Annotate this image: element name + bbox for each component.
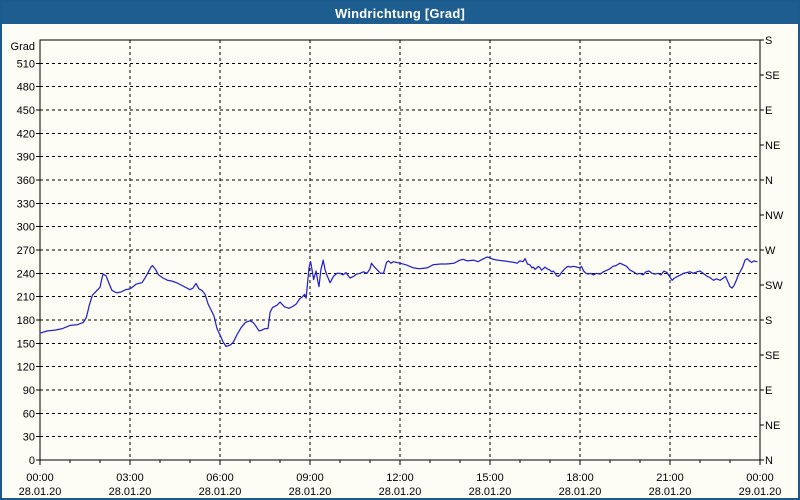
compass-axis-tick-label: SW bbox=[765, 280, 783, 292]
y-axis-tick-label: 420 bbox=[17, 128, 35, 140]
wind-direction-line bbox=[39, 256, 758, 348]
x-axis-date-label: 28.01.20 bbox=[379, 486, 422, 498]
x-axis-date-label: 29.01.20 bbox=[739, 486, 782, 498]
y-axis-tick-label: 210 bbox=[17, 292, 35, 304]
compass-axis-tick-label: NW bbox=[765, 210, 784, 222]
x-axis-date-label: 28.01.20 bbox=[289, 486, 332, 498]
x-axis-time-label: 06:00 bbox=[206, 472, 234, 484]
x-axis-date-label: 28.01.20 bbox=[199, 486, 242, 498]
x-axis-time-label: 12:00 bbox=[386, 472, 414, 484]
compass-axis-tick-label: NE bbox=[765, 420, 780, 432]
y-axis-tick-label: 240 bbox=[17, 268, 35, 280]
y-axis-tick-label: 360 bbox=[17, 175, 35, 187]
x-axis-time-label: 03:00 bbox=[116, 472, 144, 484]
y-axis-tick-label: 390 bbox=[17, 152, 35, 164]
y-axis-tick-label: 480 bbox=[17, 82, 35, 94]
y-axis-tick-label: 60 bbox=[23, 408, 35, 420]
y-axis-tick-label: 30 bbox=[23, 432, 35, 444]
x-axis-date-label: 28.01.20 bbox=[649, 486, 692, 498]
y-axis-title: Grad bbox=[11, 41, 35, 53]
x-axis-time-label: 15:00 bbox=[476, 472, 504, 484]
x-axis-date-label: 28.01.20 bbox=[19, 486, 62, 498]
window-titlebar[interactable]: Windrichtung [Grad] bbox=[2, 2, 798, 24]
compass-axis-tick-label: E bbox=[765, 385, 772, 397]
y-axis-tick-label: 270 bbox=[17, 245, 35, 257]
compass-axis-tick-label: SE bbox=[765, 70, 780, 82]
compass-axis-tick-label: N bbox=[765, 455, 773, 467]
plot-svg: 0 30 60 90 120 150 180 210 240 270 300 330 360 390 420… bbox=[11, 35, 784, 498]
y-axis-tick-label: 330 bbox=[17, 198, 35, 210]
y-axis-tick-label: 120 bbox=[17, 362, 35, 374]
x-axis-date-label: 28.01.20 bbox=[109, 486, 152, 498]
y-axis-tick-label: 180 bbox=[17, 315, 35, 327]
y-axis-tick-label: 0 bbox=[29, 455, 35, 467]
y-axis-tick-label: 450 bbox=[17, 105, 35, 117]
x-axis-date-label: 28.01.20 bbox=[469, 486, 512, 498]
compass-axis-tick-label: S bbox=[765, 315, 772, 327]
x-axis-time-label: 00:00 bbox=[26, 472, 54, 484]
chart-area: 0 30 60 90 120 150 180 210 240 270 300 330 360 390 420… bbox=[2, 24, 798, 498]
x-axis-time-label: 18:00 bbox=[566, 472, 594, 484]
y-axis-tick-label: 90 bbox=[23, 385, 35, 397]
x-axis-time-label: 21:00 bbox=[656, 472, 684, 484]
compass-axis-tick-label: W bbox=[765, 245, 776, 257]
compass-axis-tick-label: SE bbox=[765, 350, 780, 362]
x-axis-time-label: 09:00 bbox=[296, 472, 324, 484]
y-axis-tick-label: 300 bbox=[17, 222, 35, 234]
compass-axis-tick-label: S bbox=[765, 35, 772, 47]
x-axis-date-label: 28.01.20 bbox=[559, 486, 602, 498]
y-axis-tick-label: 150 bbox=[17, 338, 35, 350]
x-axis-time-label: 00:00 bbox=[746, 472, 774, 484]
window-title: Windrichtung [Grad] bbox=[334, 5, 466, 21]
y-axis-tick-label: 510 bbox=[17, 58, 35, 70]
compass-axis-tick-label: NE bbox=[765, 140, 780, 152]
compass-axis-tick-label: N bbox=[765, 175, 773, 187]
compass-axis-tick-label: E bbox=[765, 105, 772, 117]
